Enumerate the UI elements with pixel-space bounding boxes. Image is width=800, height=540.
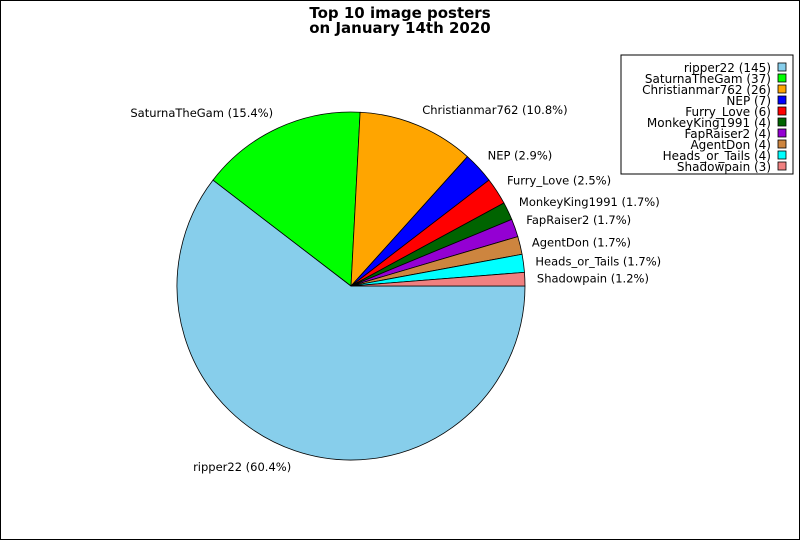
legend-swatch-saturnathegam [777,73,787,83]
slice-label-ripper22: ripper22 (60.4%) [193,460,291,474]
legend-label-nep: NEP (7) [726,94,771,108]
pie-slices [176,111,526,461]
pie-slice-christianmar762 [350,111,468,287]
slice-label-shadowpain: Shadowpain (1.2%) [537,272,649,286]
legend-swatch-heads-or-tails [777,150,787,160]
legend-label-furry-love: Furry_Love (6) [685,105,771,119]
slice-label-furry-love: Furry_Love (2.5%) [507,174,611,188]
slice-label-nep: NEP (2.9%) [488,149,553,163]
legend-swatch-ripper22 [777,62,787,72]
chart-title-line-1: Top 10 image posters [309,4,490,22]
slice-label-fapraiser2: FapRaiser2 (1.7%) [526,213,631,227]
legend-swatch-monkeyking1991 [777,117,787,127]
legend-box [620,54,794,175]
legend-label-christianmar762: Christianmar762 (26) [642,83,771,97]
legend-label-shadowpain: Shadowpain (3) [677,160,771,174]
legend-swatch-furry-love [777,106,787,116]
legend-label-monkeyking1991: MonkeyKing1991 (4) [647,116,771,130]
legend-swatch-agentdon [777,139,787,149]
legend-swatch-fapraiser2 [777,128,787,138]
slice-label-christianmar762: Christianmar762 (10.8%) [422,103,567,117]
legend-label-agentdon: AgentDon (4) [690,138,771,152]
legend-label-saturnathegam: SaturnaTheGam (37) [645,72,771,86]
pie-slice-ripper22 [176,179,526,461]
slice-label-heads-or-tails: Heads_or_Tails (1.7%) [535,255,661,269]
slice-labels: ripper22 (60.4%) SaturnaTheGam (15.4%) Chr… [130,103,661,474]
slice-label-monkeyking1991: MonkeyKing1991 (1.7%) [519,195,660,209]
legend-label-heads-or-tails: Heads_or_Tails (4) [663,149,771,163]
legend-label-fapraiser2: FapRaiser2 (4) [684,127,771,141]
slice-label-agentdon: AgentDon (1.7%) [532,236,631,250]
legend-swatch-nep [777,95,787,105]
slice-label-saturnathegam: SaturnaTheGam (15.4%) [130,106,273,120]
pie-slice-shadowpain [350,271,526,287]
legend: ripper22 (145)SaturnaTheGam (37)Christia… [620,54,794,175]
pie-slice-saturnathegam [212,111,361,287]
legend-swatch-shadowpain [777,161,787,171]
legend-swatch-christianmar762 [777,84,787,94]
legend-label-ripper22: ripper22 (145) [684,61,771,75]
chart-title: Top 10 image posters on January 14th 202… [309,4,490,37]
chart-title-line-2: on January 14th 2020 [309,19,490,37]
